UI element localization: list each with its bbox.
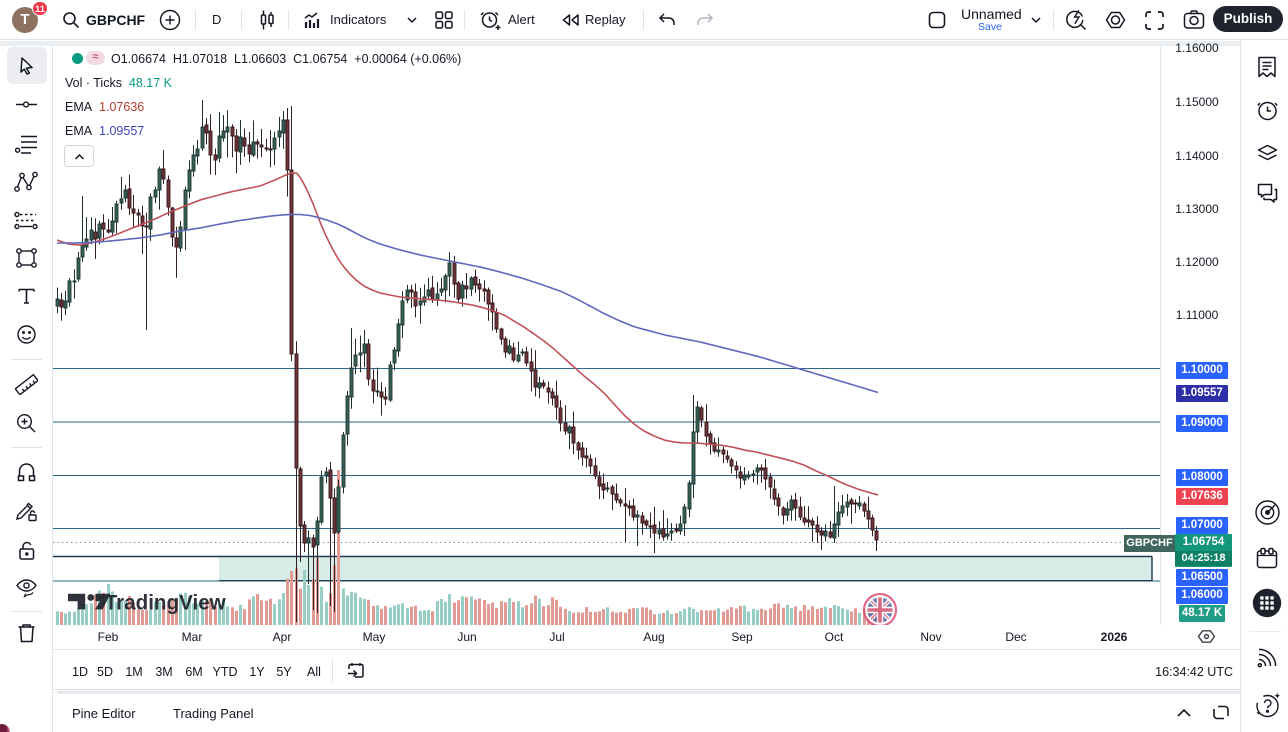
svg-text:TradingView: TradingView [105, 591, 226, 615]
